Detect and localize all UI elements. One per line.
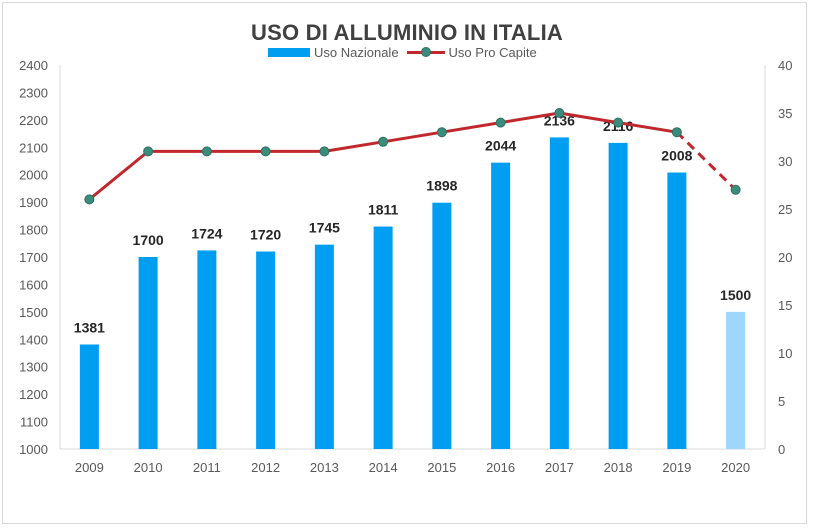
y-right-tick-label: 0: [778, 442, 785, 457]
bar: [197, 250, 217, 449]
x-tick-label: 2011: [193, 460, 221, 475]
x-tick-label: 2015: [427, 460, 456, 475]
bar: [667, 172, 687, 449]
y-left-tick-label: 1700: [19, 250, 48, 265]
y-left-tick-label: 2200: [19, 113, 48, 128]
y-left-tick-label: 2300: [19, 85, 48, 100]
x-tick-label: 2012: [251, 460, 280, 475]
bar-data-label: 2136: [544, 112, 575, 128]
y-left-tick-label: 1800: [19, 223, 48, 238]
y-left-tick-label: 2100: [19, 140, 48, 155]
x-tick-label: 2020: [721, 460, 750, 475]
legend-label-uso-pro-capite: Uso Pro Capite: [448, 44, 537, 60]
bar-data-label: 1724: [191, 225, 222, 241]
bar: [314, 244, 334, 449]
x-tick-label: 2009: [75, 460, 104, 475]
legend-item-uso-nazionale: Uso Nazionale: [268, 45, 399, 60]
y-left-tick-label: 1400: [19, 332, 48, 347]
y-right-tick-label: 5: [778, 394, 785, 409]
y-right-tick-label: 15: [778, 298, 792, 313]
bar: [373, 226, 393, 449]
y-left-tick-label: 1200: [19, 387, 48, 402]
line-point: [495, 117, 506, 128]
line-point: [613, 117, 624, 128]
chart-title: USO DI ALLUMINIO IN ITALIA: [251, 20, 563, 45]
line-point: [378, 136, 389, 147]
bar: [549, 137, 569, 449]
x-tick-label: 2013: [310, 460, 339, 475]
y-right-tick-label: 30: [778, 154, 792, 169]
bar-data-label: 1811: [368, 202, 399, 218]
bar: [79, 344, 99, 449]
bar: [432, 202, 452, 449]
series-line-dashed-segment: [675, 131, 737, 191]
bar: [256, 251, 276, 449]
y-left-tick-label: 2000: [19, 168, 48, 183]
line-point: [730, 184, 741, 195]
line-point: [554, 108, 565, 118]
x-tick-label: 2010: [134, 460, 163, 475]
y-left-tick-label: 1100: [20, 415, 48, 430]
y-right-tick-label: 35: [778, 106, 792, 121]
y-left-tick-label: 1500: [19, 305, 48, 320]
line-point: [143, 146, 154, 157]
line-point: [671, 127, 682, 138]
x-tick-label: 2016: [486, 460, 515, 475]
line-point: [436, 127, 447, 138]
bar-data-label: 1745: [309, 220, 340, 236]
line-point: [319, 146, 330, 157]
bar-data-label: 1720: [250, 227, 281, 243]
x-tick-label: 2014: [369, 460, 398, 475]
y-right-tick-label: 20: [778, 250, 792, 265]
legend-swatch-line: [406, 46, 445, 58]
bar: [491, 162, 511, 449]
y-right-tick-label: 25: [778, 202, 792, 217]
y-left-tick-label: 1300: [19, 360, 48, 375]
x-tick-label: 2018: [604, 460, 633, 475]
bar-data-label: 1500: [720, 287, 751, 303]
series-line-uso-pro-capite: [88, 111, 678, 201]
line-point: [84, 194, 95, 205]
y-right-tick-label: 40: [778, 58, 792, 73]
bar: [608, 142, 628, 449]
bar-data-label: 2008: [661, 148, 692, 164]
line-point: [260, 146, 271, 157]
bar-data-label: 2044: [485, 138, 516, 154]
y-left-tick-label: 1000: [19, 442, 48, 457]
chart-legend: Uso Nazionale Uso Pro Capite: [268, 44, 545, 60]
legend-swatch-bar: [268, 47, 310, 57]
legend-item-uso-pro-capite: Uso Pro Capite: [406, 44, 537, 60]
bar-data-label: 1898: [426, 178, 457, 194]
bar: [138, 257, 158, 449]
y-left-tick-label: 1900: [19, 195, 48, 210]
y-left-tick-label: 2400: [19, 58, 48, 73]
x-tick-label: 2017: [545, 460, 574, 475]
bar-data-label: 1381: [74, 319, 105, 335]
line-point: [201, 146, 212, 157]
bar: [726, 311, 746, 449]
bar-data-label: 1700: [133, 232, 164, 248]
legend-label-uso-nazionale: Uso Nazionale: [314, 44, 399, 60]
y-right-tick-label: 10: [778, 346, 792, 361]
x-tick-label: 2019: [662, 460, 691, 475]
y-left-tick-label: 1600: [19, 277, 48, 292]
